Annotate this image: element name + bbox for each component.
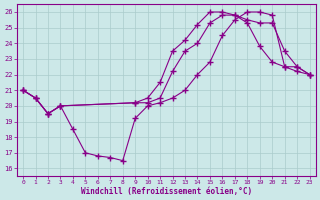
X-axis label: Windchill (Refroidissement éolien,°C): Windchill (Refroidissement éolien,°C) [81,187,252,196]
